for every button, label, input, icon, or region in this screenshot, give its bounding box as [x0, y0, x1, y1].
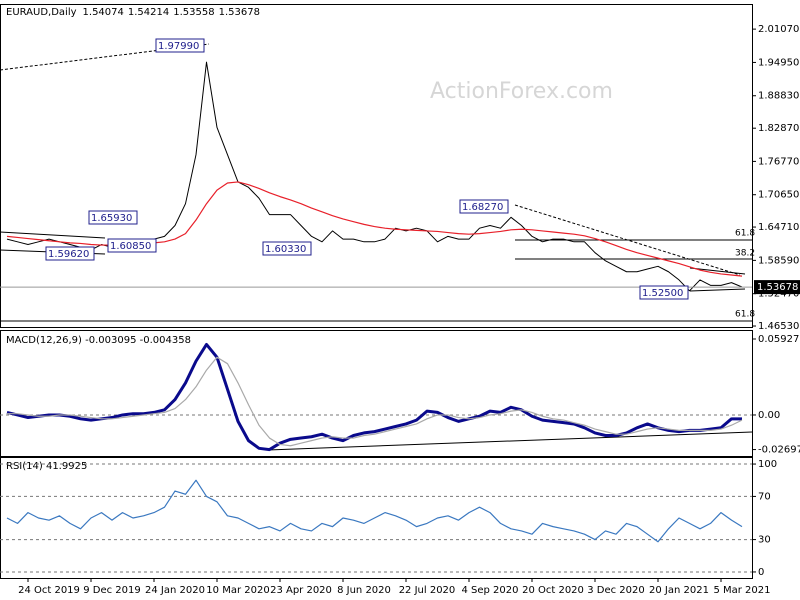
- annotation: 61.8: [735, 229, 755, 239]
- x-tick-label: 20 Oct 2020: [522, 585, 584, 596]
- ohlc: 1.53678: [219, 7, 260, 18]
- y-tick-label: 1.64710: [758, 222, 799, 233]
- price-panel: [0, 4, 753, 328]
- chart-title: EURAUD,Daily 1.54074 1.54214 1.53558 1.53678: [6, 7, 260, 18]
- y-tick-label: 1.94950: [758, 57, 799, 68]
- macd-title: MACD(12,26,9) -0.003095 -0.004358: [6, 335, 191, 346]
- x-tick-label: 8 Jun 2020: [337, 585, 391, 596]
- y-tick-label: 1.46530: [758, 321, 799, 332]
- annotation-box: [459, 199, 509, 214]
- x-tick-label: 3 Dec 2020: [587, 585, 645, 596]
- x-tick-label: 24 Jan 2020: [145, 585, 205, 596]
- y-tick-label: 2.01070: [758, 24, 799, 35]
- annotation-box: [88, 210, 138, 225]
- wedge-line: [689, 267, 746, 275]
- y-tick-label: 0.00: [758, 410, 780, 421]
- y-tick-label: 0.059272: [758, 334, 800, 345]
- x-tick-label: 20 Jan 2021: [649, 585, 709, 596]
- ohlc: 1.54074: [83, 7, 124, 18]
- annotation: 1.60330: [265, 244, 306, 255]
- rsi-title: RSI(14) 41.9925: [6, 461, 87, 472]
- annotation: 1.52500: [642, 288, 683, 299]
- x-tick-label: 22 Jul 2020: [399, 585, 456, 596]
- y-tick-label: 100: [758, 459, 777, 470]
- y-tick-label: 1.82870: [758, 123, 799, 134]
- x-tick-label: 5 Mar 2021: [713, 585, 770, 596]
- x-tick-label: 9 Dec 2019: [83, 585, 141, 596]
- macd-panel: [0, 330, 753, 457]
- annotation: 1.60850: [110, 241, 151, 252]
- last-price-label: 1.53678: [757, 282, 798, 293]
- symbol: EURAUD,Daily: [6, 7, 77, 18]
- annotation: 61.8: [735, 310, 755, 320]
- annotation: 1.59620: [48, 249, 89, 260]
- y-tick-label: 1.76770: [758, 156, 799, 167]
- last-price-box: [754, 280, 800, 295]
- annotation-box: [155, 38, 205, 53]
- annotation: 1.68270: [462, 202, 503, 213]
- annotation-box: [107, 238, 157, 253]
- rsi-panel: [0, 457, 753, 579]
- channel-line: [0, 231, 106, 239]
- x-tick-label: 24 Oct 2019: [18, 585, 80, 596]
- series-line: [7, 356, 743, 447]
- y-tick-label: 1.52470: [758, 289, 799, 300]
- macd-trend-line: [267, 431, 753, 451]
- y-tick-label: 1.70650: [758, 190, 799, 201]
- y-tick-label: 0: [758, 567, 764, 578]
- annotation: 38.2: [735, 249, 755, 259]
- wedge-line: [689, 288, 746, 292]
- x-tick-label: 4 Sep 2020: [461, 585, 518, 596]
- ohlc: 1.54214: [128, 7, 169, 18]
- x-tick-label: 10 Mar 2020: [206, 585, 269, 596]
- y-tick-label: 1.88830: [758, 91, 799, 102]
- annotation-box: [262, 241, 312, 256]
- annotation-box: [45, 246, 95, 261]
- annotation: 1.97990: [158, 41, 199, 52]
- y-tick-label: 1.58590: [758, 255, 799, 266]
- annotation: 1.65930: [91, 213, 132, 224]
- series-line: [6, 479, 743, 543]
- x-tick-label: 23 Apr 2020: [270, 585, 332, 596]
- ohlc: 1.53558: [173, 7, 214, 18]
- y-tick-label: 30: [758, 535, 771, 546]
- y-tick-label: 70: [758, 491, 771, 502]
- y-tick-label: -0.026978: [758, 445, 800, 456]
- annotation-box: [639, 285, 689, 300]
- watermark: ActionForex.com: [430, 79, 613, 104]
